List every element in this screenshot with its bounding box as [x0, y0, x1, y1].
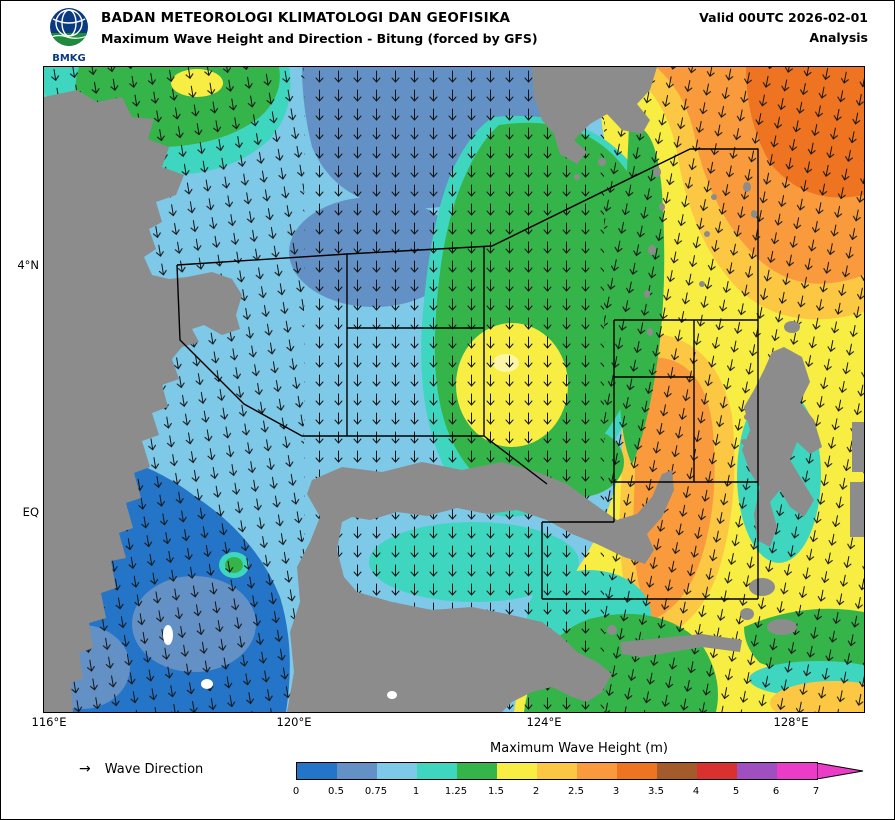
colorbar-segment [657, 763, 697, 779]
colorbar-tick-label: 7 [812, 786, 820, 797]
y-axis-label: EQ [22, 505, 39, 519]
colorbar-title: Maximum Wave Height (m) [490, 741, 668, 756]
colorbar-tick-label: 0 [292, 786, 300, 797]
logo-green-base [50, 33, 88, 46]
wave-direction-arrow-icon: → [79, 761, 91, 777]
colorbar-arrow-tip [817, 763, 864, 779]
colorbar-segment [497, 763, 537, 779]
colorbar-segment [377, 763, 417, 779]
land-sula-islands [620, 634, 742, 657]
colorbar-tick-label: 6 [772, 786, 780, 797]
y-axis-label: 4°N [17, 258, 39, 272]
x-axis-label: 128°E [773, 715, 809, 729]
colorbar-tick-label: 3 [612, 786, 620, 797]
forecast-zone-boundaries [176, 148, 759, 600]
wave-direction-legend: → Wave Direction [79, 761, 203, 777]
colorbar-segment [337, 763, 377, 779]
land-bacan [749, 578, 775, 596]
colorbar-segment [417, 763, 457, 779]
valid-time: Valid 00UTC 2026-02-01 [699, 10, 868, 25]
colorbar-segment [577, 763, 617, 779]
wave-height-colorbar: 0 0.5 0.75 1 1.25 1.5 2 2.5 3 3.5 4 5 6 7 [292, 762, 876, 802]
mode-label: Analysis [809, 30, 868, 45]
x-axis-label: 120°E [276, 715, 312, 729]
valid-block: Valid 00UTC 2026-02-01 Analysis [699, 10, 868, 45]
colorbar-segments [296, 762, 818, 780]
land-borneo [44, 90, 242, 712]
colorbar-tick-label: 2 [532, 786, 540, 797]
colorbar-tick-label: 1.25 [444, 786, 468, 797]
colorbar-segment [617, 763, 657, 779]
land-mindanao [532, 67, 657, 164]
title-block: BADAN METEOROLOGI KLIMATOLOGI DAN GEOFIS… [101, 10, 538, 46]
x-axis-label: 124°E [526, 715, 562, 729]
colorbar-segment [777, 763, 817, 779]
colorbar-tick-label: 0.5 [328, 786, 344, 797]
land-obi [767, 619, 797, 635]
land-layer [44, 67, 864, 712]
white-islets [163, 625, 397, 699]
colorbar-tick-label: 3.5 [648, 786, 664, 797]
colorbar-tick-label: 1 [412, 786, 420, 797]
colorbar-tick-label: 2.5 [568, 786, 584, 797]
map-svg [44, 67, 864, 712]
map-canvas [43, 66, 865, 713]
product-title: Maximum Wave Height and Direction - Bitu… [101, 31, 538, 46]
colorbar-tick-label: 5 [732, 786, 740, 797]
wave-direction-label: Wave Direction [104, 762, 204, 777]
land-halmahera [742, 347, 822, 547]
bmkg-logo: BMKG [50, 8, 88, 64]
colorbar-tick-label: 4 [692, 786, 700, 797]
logo-text: BMKG [52, 53, 86, 64]
colorbar-segment [457, 763, 497, 779]
colorbar-tick-label: 0.75 [364, 786, 388, 797]
land-sulawesi [287, 462, 674, 712]
x-axis-label: 116°E [31, 715, 67, 729]
land-sangihe-talaud-islands [644, 167, 757, 336]
colorbar-segment [537, 763, 577, 779]
colorbar-segment [697, 763, 737, 779]
colorbar-tick-label: 1.5 [488, 786, 504, 797]
colorbar-segment [297, 763, 337, 779]
agency-title: BADAN METEOROLOGI KLIMATOLOGI DAN GEOFIS… [101, 10, 511, 26]
colorbar-segment [737, 763, 777, 779]
